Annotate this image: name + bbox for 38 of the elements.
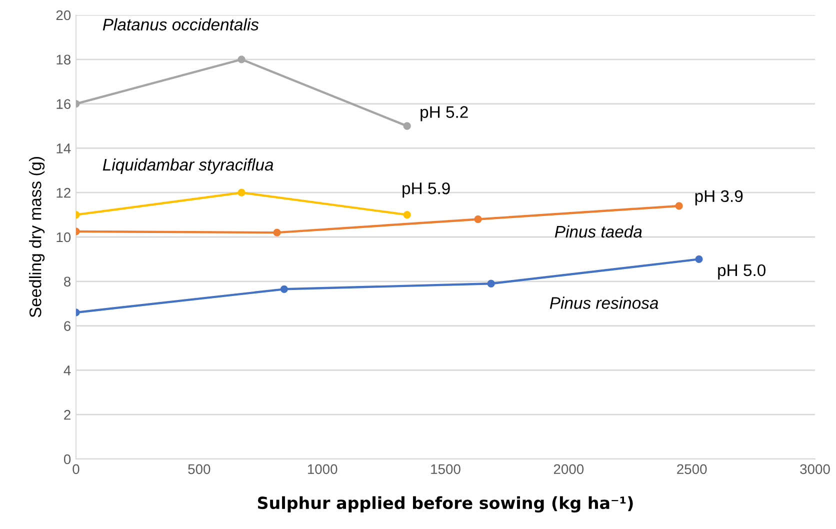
point bbox=[238, 188, 246, 196]
y-tick-label: 14 bbox=[56, 144, 71, 154]
y-tick-label: 2 bbox=[64, 410, 70, 420]
point bbox=[280, 285, 288, 293]
y-tick-label: 16 bbox=[56, 99, 71, 109]
annotation: pH 5.9 bbox=[402, 182, 450, 198]
x-tick-label: 500 bbox=[188, 464, 210, 474]
x-tick-label: 1000 bbox=[308, 464, 338, 474]
x-tick-label: 2000 bbox=[554, 464, 584, 474]
point bbox=[695, 255, 703, 264]
annotation: pH 3.9 bbox=[695, 190, 743, 206]
x-tick-label: 2500 bbox=[677, 464, 707, 474]
y-tick-label: 18 bbox=[56, 54, 71, 65]
point bbox=[487, 280, 495, 288]
point bbox=[273, 228, 281, 236]
point bbox=[675, 202, 683, 210]
y-tick-label: 0 bbox=[64, 454, 71, 464]
series-label: Pinus taeda bbox=[554, 225, 642, 238]
y-tick-label: 20 bbox=[56, 10, 71, 20]
point bbox=[238, 56, 246, 64]
x-tick-label: 1500 bbox=[431, 464, 460, 474]
point bbox=[403, 122, 411, 130]
y-tick-label: 12 bbox=[56, 188, 70, 198]
series-label: Platanus occidentalis bbox=[102, 18, 259, 31]
y-axis-title: Seedling dry mass (g) bbox=[29, 156, 45, 318]
annotation: pH 5.2 bbox=[420, 106, 468, 122]
x-tick-label: 3000 bbox=[800, 464, 830, 474]
x-tick-label: 0 bbox=[72, 464, 80, 474]
y-tick-label: 4 bbox=[64, 366, 71, 376]
point bbox=[403, 210, 411, 219]
y-tick-label: 8 bbox=[64, 276, 71, 287]
y-tick-label: 10 bbox=[56, 232, 71, 242]
series-label: Pinus resinosa bbox=[550, 296, 658, 309]
x-axis-title: Sulphur applied before sowing (kg ha⁻¹) bbox=[258, 496, 633, 513]
series-label: Liquidambar styraciflua bbox=[102, 158, 274, 174]
point bbox=[474, 215, 482, 224]
annotation: pH 5.0 bbox=[718, 264, 766, 280]
y-tick-label: 6 bbox=[64, 321, 71, 331]
